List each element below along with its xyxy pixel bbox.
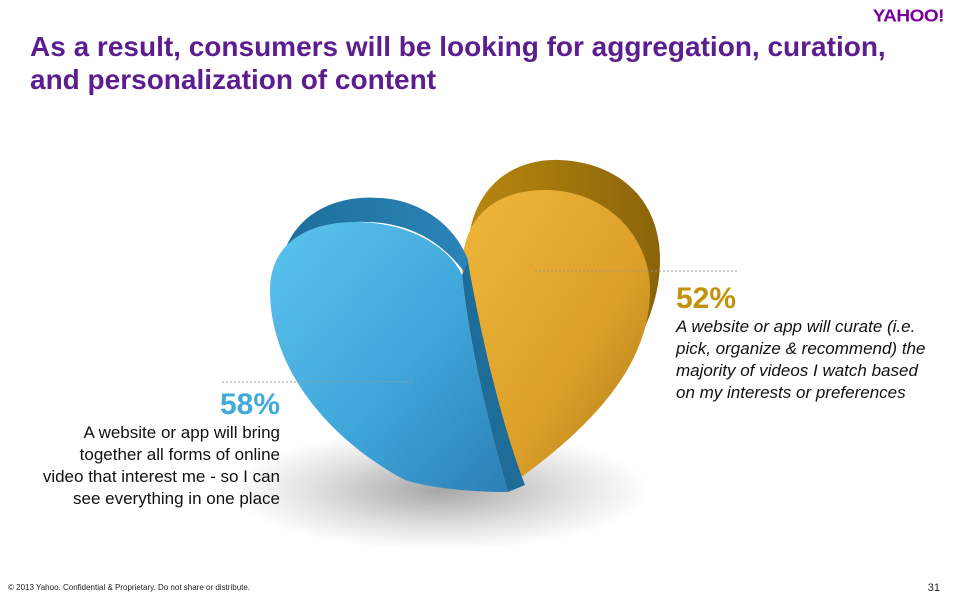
blue-lobe-side bbox=[285, 197, 470, 280]
blue-lobe bbox=[270, 222, 508, 492]
stat-right: 52% A website or app will curate (i.e. p… bbox=[676, 282, 926, 404]
stat-left: 58% A website or app will bring together… bbox=[40, 388, 280, 510]
stat-right-percent: 52% bbox=[676, 282, 737, 315]
page-number: 31 bbox=[927, 582, 940, 594]
footer-copyright: © 2013 Yahoo. Confidential & Proprietary… bbox=[8, 583, 251, 592]
stat-left-percent: 58% bbox=[219, 388, 280, 421]
blue-lobe-edge bbox=[462, 262, 525, 492]
stat-right-description: A website or app will curate (i.e. pick,… bbox=[676, 317, 926, 402]
heart-shadow bbox=[230, 430, 650, 550]
slide-title: As a result, consumers will be looking f… bbox=[30, 31, 886, 95]
gold-lobe bbox=[462, 190, 650, 478]
stat-left-description: A website or app will bring together all… bbox=[42, 423, 280, 508]
yahoo-logo: YAHOO! bbox=[872, 7, 945, 26]
